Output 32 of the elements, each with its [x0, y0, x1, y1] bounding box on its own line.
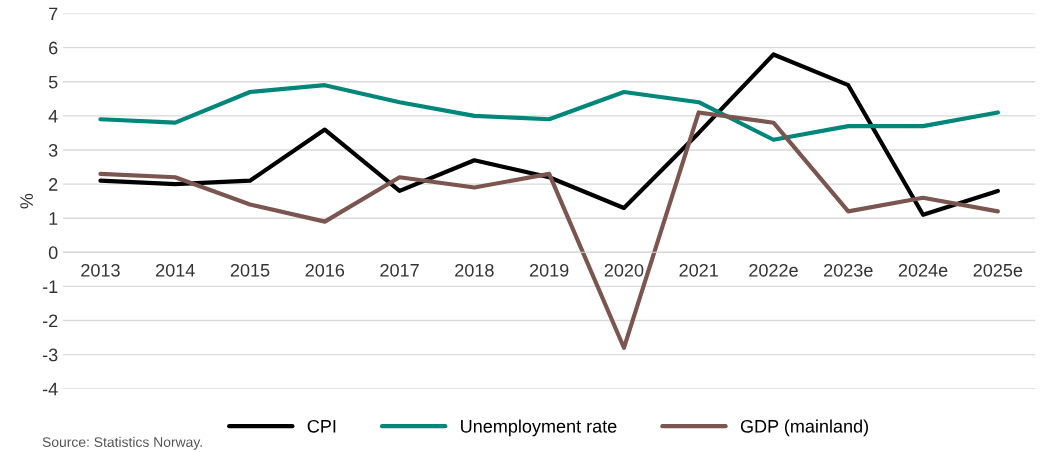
x-tick-label: 2016 — [305, 263, 345, 277]
legend-label: Unemployment rate — [461, 419, 617, 437]
x-tick-label: 2017 — [380, 263, 419, 277]
y-tick-label: -4 — [42, 382, 58, 396]
x-tick-label: 2013 — [81, 263, 120, 277]
x-tick-label: 2020 — [604, 263, 644, 277]
y-tick-label: -1 — [42, 280, 58, 293]
y-tick-label: 2 — [49, 178, 58, 191]
y-tick-label: 7 — [49, 7, 58, 21]
x-tick-label: 2025e — [973, 263, 1023, 277]
y-tick-label: 0 — [48, 246, 58, 260]
y-tick-label: -2 — [42, 314, 58, 328]
legend-label: CPI — [307, 419, 336, 433]
x-tick-label: 2023e — [824, 263, 873, 277]
y-tick-label: 3 — [48, 143, 58, 157]
line-series — [98, 52, 1000, 217]
x-tick-label: 2018 — [455, 263, 494, 277]
x-tick-label: 2015 — [230, 263, 270, 277]
y-tick-label: 1 — [49, 212, 58, 225]
source-note: Source: Statistics Norway. — [42, 436, 202, 450]
x-tick-label: 2021 — [679, 263, 718, 277]
y-tick-label: 4 — [48, 110, 58, 123]
x-tick-label: 2014 — [156, 263, 195, 277]
y-tick-label: 6 — [49, 41, 58, 55]
y-tick-label: 5 — [48, 75, 58, 89]
y-tick-label: -3 — [42, 348, 58, 362]
x-tick-label: 2022e — [749, 263, 798, 277]
line-series — [98, 83, 1000, 142]
x-tick-label: 2019 — [529, 263, 569, 277]
legend-label: GDP (mainland) — [740, 419, 869, 437]
y-axis-title: % — [20, 193, 33, 209]
x-tick-label: 2024e — [898, 263, 948, 277]
